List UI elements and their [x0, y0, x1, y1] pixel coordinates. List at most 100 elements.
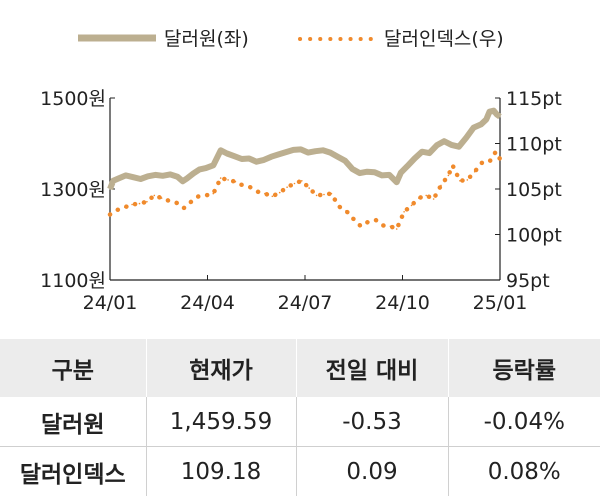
header-category: 구분 — [0, 339, 146, 397]
usdkrw-point — [132, 176, 134, 178]
dxy-point — [153, 194, 156, 197]
row-usdkrw-name: 달러원 — [0, 397, 146, 447]
usdkrw-point — [186, 177, 188, 180]
dxy-point — [315, 194, 318, 197]
dxy-point — [418, 197, 420, 199]
dxy-point — [495, 150, 497, 153]
usdkrw-point — [109, 188, 111, 190]
usdkrw-point — [496, 113, 498, 116]
dxy-point — [330, 192, 333, 195]
usdkrw-point — [450, 144, 453, 146]
usdkrw-point — [413, 157, 416, 160]
usdkrw-point — [395, 181, 398, 183]
usdkrw-point — [373, 171, 376, 173]
usdkrw-point — [125, 174, 127, 177]
chart: 달러원(좌) 달러인덱스(우) 1500원 1300원 1100원 115pt 110p… — [40, 28, 562, 314]
legend-label-usdkrw: 달러원(좌) — [164, 28, 249, 50]
row-dxy-price: 109.18 — [145, 446, 296, 496]
usdkrw-point — [248, 157, 250, 160]
usdkrw-point — [322, 149, 324, 152]
dxy-point — [278, 191, 281, 194]
right-tick-label: 115pt — [506, 88, 562, 110]
dxy-point — [286, 186, 288, 188]
usdkrw-point — [205, 167, 207, 169]
usdkrw-point — [181, 180, 184, 183]
x-tick-label: 24/10 — [375, 292, 430, 314]
usdkrw-point — [359, 172, 361, 174]
usdkrw-point — [400, 171, 402, 174]
usdkrw-point — [381, 174, 383, 177]
usdkrw-point — [255, 160, 258, 163]
usdkrw-point — [112, 180, 114, 182]
usdkrw-point — [480, 123, 482, 126]
usdkrw-point — [388, 174, 391, 176]
dxy-point — [395, 228, 398, 230]
dxy-point — [131, 203, 133, 206]
row-usdkrw-change: -0.53 — [295, 397, 448, 447]
dxy-point — [146, 200, 148, 203]
right-tick-label: 100pt — [506, 225, 562, 247]
dxy-point — [264, 192, 266, 195]
row-dxy-rate: 0.08% — [447, 446, 600, 496]
usdkrw-point — [263, 159, 265, 161]
dxy-point — [488, 160, 491, 163]
dxy-point — [227, 179, 229, 181]
series-line-dxy — [107, 147, 503, 232]
dxy-point — [124, 206, 126, 208]
dxy-point — [337, 205, 340, 208]
dxy-point — [499, 158, 501, 160]
dxy-point — [197, 195, 200, 198]
usdkrw-point — [406, 165, 409, 168]
usdkrw-point — [485, 118, 488, 121]
dxy-point — [323, 193, 325, 196]
dxy-point — [459, 180, 461, 182]
dxy-point — [183, 207, 185, 209]
usdkrw-point — [139, 178, 142, 180]
usdkrw-point — [161, 175, 164, 177]
usdkrw-point — [421, 150, 423, 153]
usdkrw-point — [465, 136, 468, 139]
usdkrw-point — [428, 152, 431, 154]
dxy-point — [242, 184, 244, 187]
header-change-rate: 등락률 — [447, 339, 600, 397]
usdkrw-point — [436, 144, 438, 147]
usdkrw-point — [300, 148, 302, 151]
dxy-point — [219, 177, 222, 179]
usdkrw-point — [147, 175, 149, 178]
dxy-point — [410, 204, 413, 207]
usdkrw-point — [226, 152, 228, 155]
dxy-point — [352, 218, 355, 220]
dxy-point — [451, 164, 454, 167]
usdkrw-point — [176, 175, 179, 178]
usdkrw-point — [307, 151, 310, 154]
dxy-point — [466, 179, 469, 181]
dxy-point — [116, 209, 119, 211]
x-tick-label: 25/01 — [473, 292, 528, 314]
dxy-point — [374, 219, 377, 221]
series-line-usdkrw — [107, 107, 502, 191]
header-change: 전일 대비 — [295, 339, 448, 397]
usdkrw-point — [351, 168, 354, 170]
dxy-point — [212, 192, 215, 195]
usdkrw-point — [499, 115, 501, 118]
dxy-point — [190, 200, 192, 203]
right-tick-label: 95pt — [506, 270, 550, 292]
row-dxy-name: 달러인덱스 — [19, 461, 126, 488]
row-usdkrw-rate: -0.04% — [447, 397, 600, 447]
dxy-point — [389, 225, 392, 228]
dxy-point — [168, 200, 170, 202]
dxy-point — [301, 180, 303, 182]
usdkrw-point — [492, 109, 495, 112]
left-tick-label: 1300원 — [40, 179, 106, 201]
dxy-point — [367, 221, 370, 223]
left-tick-label: 1100원 — [40, 270, 106, 292]
dxy-point — [249, 186, 251, 188]
dxy-point — [234, 180, 237, 183]
right-tick-label: 105pt — [506, 179, 562, 201]
dxy-point — [138, 202, 141, 205]
usdkrw-point — [212, 164, 215, 167]
usdkrw-point — [472, 126, 475, 129]
dxy-point — [256, 190, 259, 193]
usdkrw-point — [192, 172, 195, 175]
